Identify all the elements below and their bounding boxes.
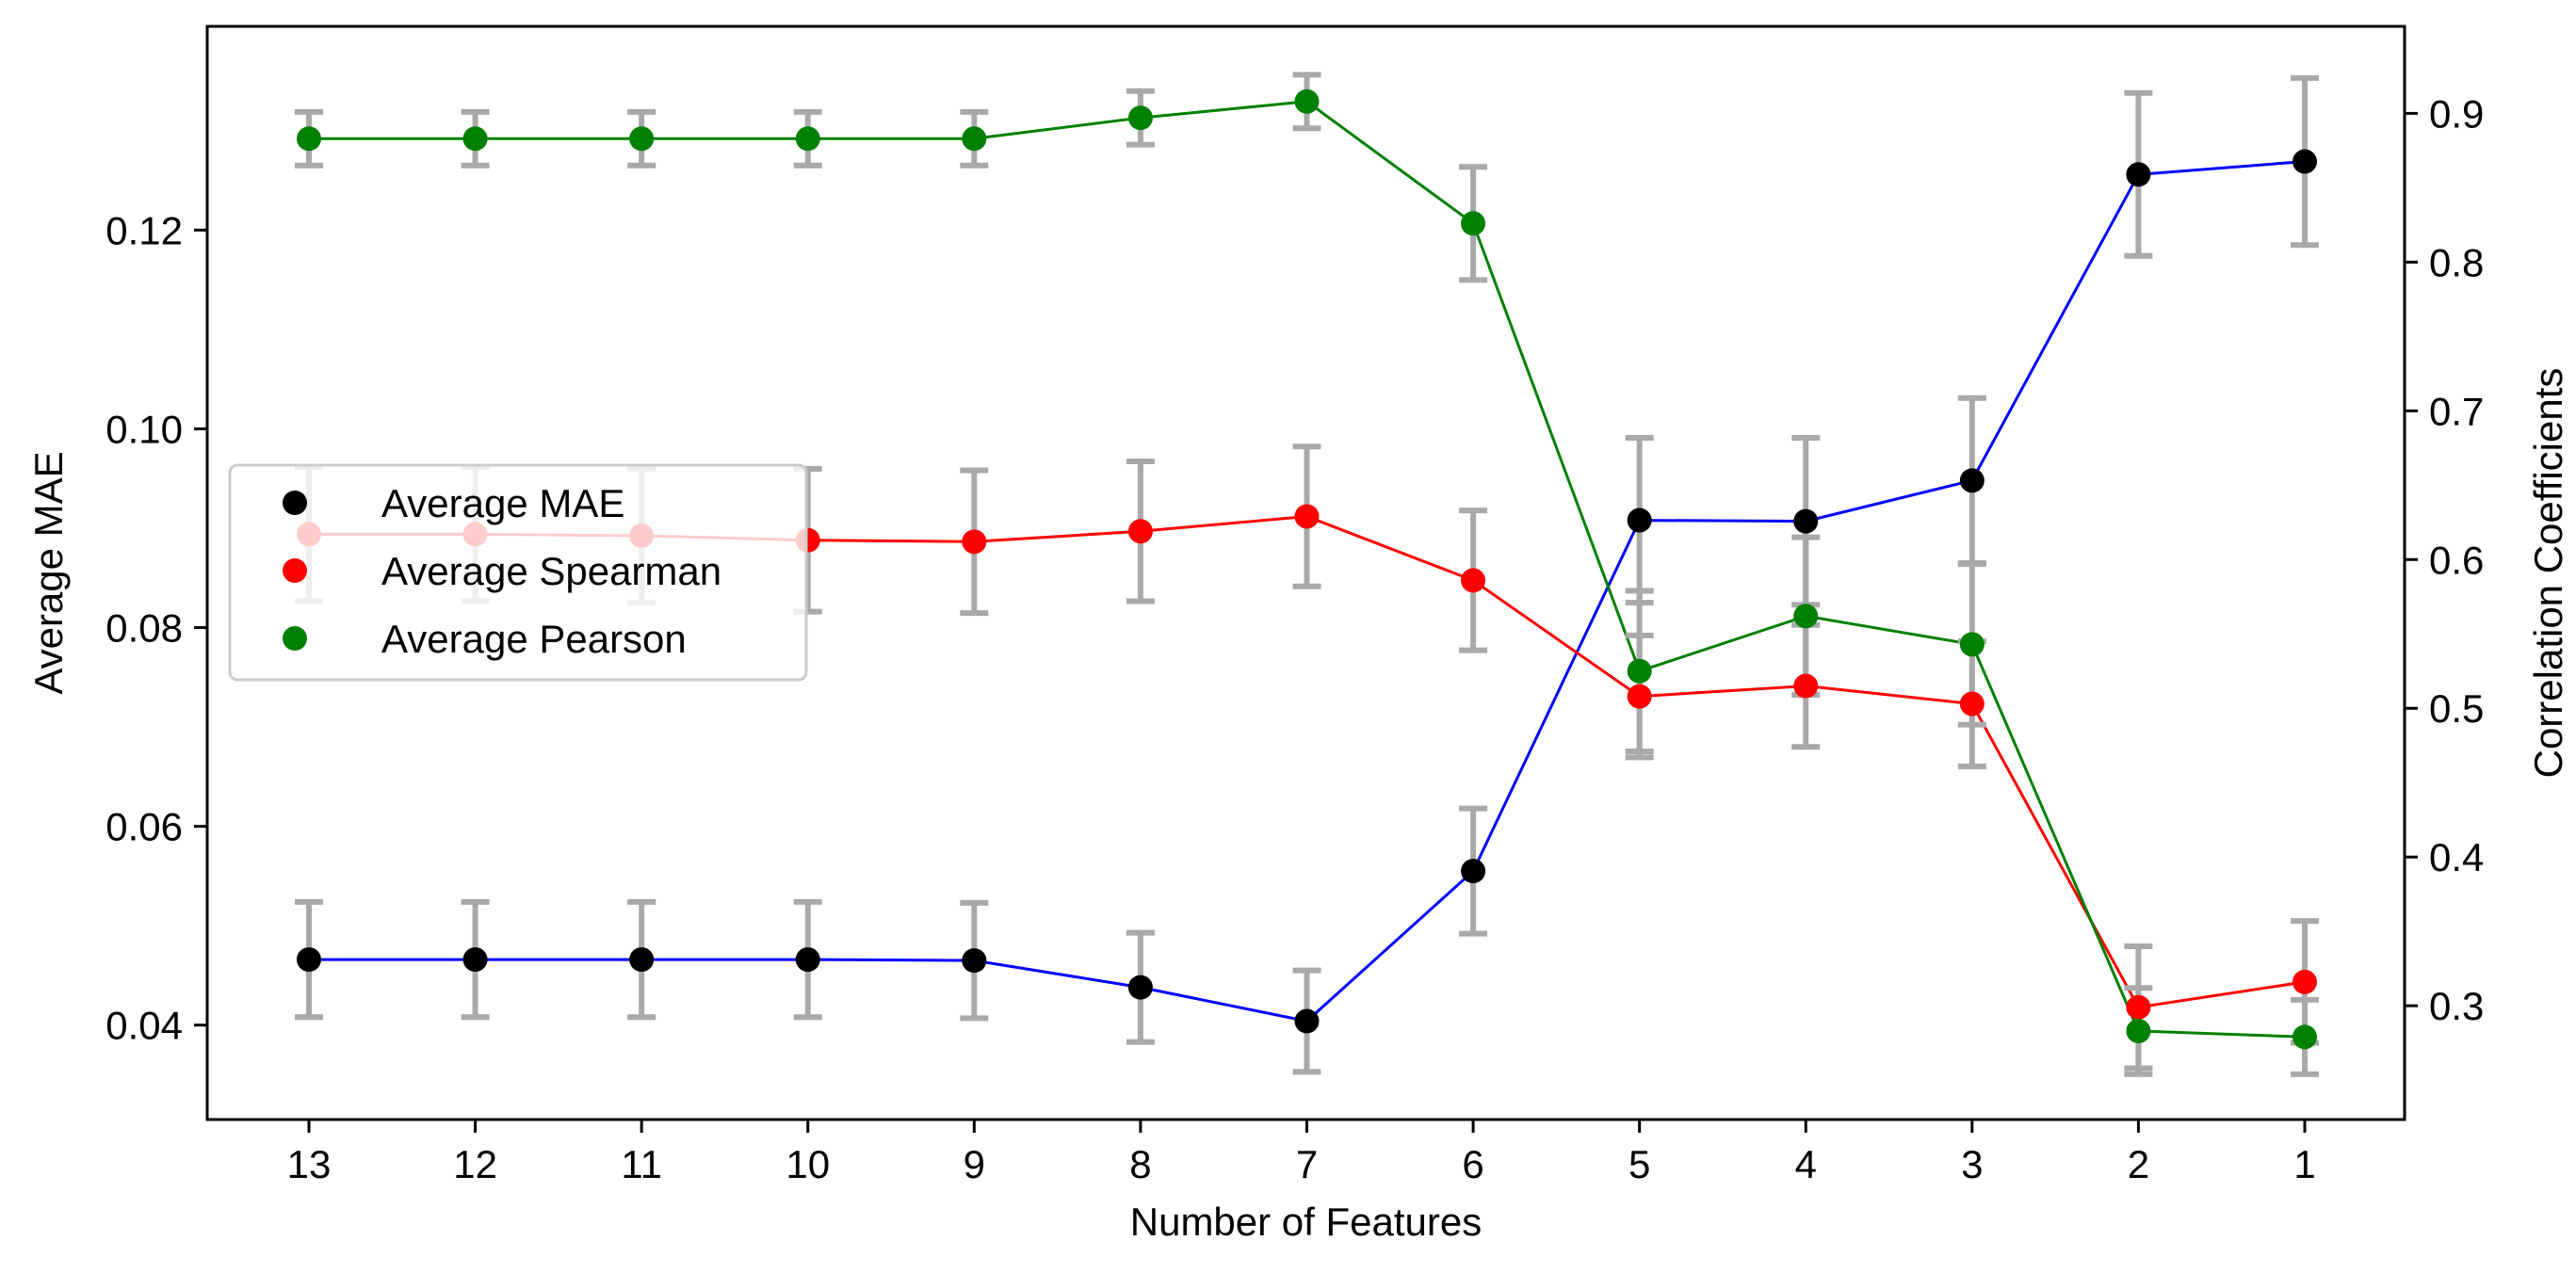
- y-right-tick-label: 0.5: [2429, 686, 2484, 731]
- data-point-series-0: [1960, 468, 1985, 492]
- legend-marker: [283, 626, 307, 651]
- x-tick-label: 3: [1961, 1142, 1983, 1186]
- data-point-series-1: [1461, 568, 1485, 592]
- data-point-series-2: [1628, 659, 1652, 684]
- data-point-series-1: [2292, 970, 2317, 994]
- data-point-series-0: [463, 947, 488, 972]
- data-point-series-0: [2126, 162, 2150, 186]
- data-point-series-1: [1295, 504, 1320, 528]
- data-point-series-2: [463, 126, 488, 151]
- x-tick-label: 5: [1628, 1142, 1650, 1186]
- data-point-series-1: [962, 529, 986, 554]
- data-point-series-0: [629, 947, 654, 972]
- y-left-tick-label: 0.12: [105, 208, 183, 252]
- data-point-series-0: [1461, 859, 1485, 883]
- data-point-series-0: [1128, 975, 1153, 1000]
- data-point-series-0: [962, 948, 986, 973]
- y-left-axis-label: Average MAE: [26, 451, 71, 694]
- legend-marker: [283, 558, 307, 583]
- data-point-series-2: [1128, 105, 1153, 130]
- data-point-series-0: [796, 947, 820, 972]
- data-point-series-2: [1960, 632, 1985, 656]
- y-right-axis-label: Correlation Coefficients: [2526, 368, 2570, 779]
- y-right-tick-label: 0.8: [2429, 240, 2484, 284]
- data-point-series-2: [629, 126, 654, 151]
- y-right-tick-label: 0.9: [2429, 91, 2484, 136]
- legend-label: Average Pearson: [381, 617, 687, 661]
- legend-marker: [283, 491, 307, 515]
- x-tick-label: 8: [1129, 1142, 1151, 1186]
- data-point-series-2: [2292, 1024, 2317, 1049]
- data-point-series-0: [2292, 150, 2317, 174]
- legend: Average MAE Average Spearman Average Pears…: [230, 465, 806, 680]
- x-tick-label: 12: [453, 1142, 497, 1186]
- data-point-series-0: [1628, 508, 1652, 533]
- y-right-tick-label: 0.4: [2429, 835, 2484, 879]
- data-point-series-2: [1793, 604, 1818, 628]
- data-point-series-2: [962, 126, 986, 151]
- x-tick-label: 2: [2128, 1142, 2149, 1186]
- data-point-series-1: [1128, 519, 1153, 543]
- x-tick-label: 4: [1795, 1142, 1817, 1186]
- data-point-series-0: [297, 947, 321, 972]
- data-point-series-1: [1628, 685, 1652, 709]
- legend-label: Average Spearman: [381, 549, 721, 593]
- data-point-series-0: [1793, 509, 1818, 534]
- data-point-series-2: [297, 126, 321, 151]
- x-tick-label: 9: [964, 1142, 985, 1186]
- y-right-tick-label: 0.6: [2429, 538, 2484, 582]
- data-point-series-2: [796, 126, 820, 151]
- data-point-series-1: [2126, 995, 2150, 1020]
- x-tick-label: 6: [1462, 1142, 1483, 1186]
- data-point-series-2: [2126, 1019, 2150, 1043]
- x-tick-label: 10: [786, 1142, 830, 1186]
- x-tick-label: 1: [2293, 1142, 2315, 1186]
- x-tick-label: 13: [287, 1142, 332, 1186]
- data-point-series-1: [1960, 692, 1985, 717]
- y-left-tick-label: 0.04: [105, 1004, 183, 1048]
- y-left-tick-label: 0.06: [105, 805, 183, 849]
- legend-label: Average MAE: [381, 481, 624, 525]
- y-left-tick-label: 0.08: [105, 606, 183, 651]
- data-point-series-2: [1461, 211, 1485, 235]
- data-point-series-2: [1295, 89, 1320, 114]
- y-right-tick-label: 0.3: [2429, 984, 2484, 1028]
- x-axis-label: Number of Features: [1130, 1200, 1482, 1244]
- x-tick-label: 7: [1296, 1142, 1318, 1186]
- y-left-tick-label: 0.10: [105, 407, 183, 451]
- data-point-series-1: [1793, 674, 1818, 699]
- data-point-series-0: [1295, 1009, 1320, 1034]
- y-right-tick-label: 0.7: [2429, 389, 2484, 433]
- x-tick-label: 11: [621, 1142, 662, 1186]
